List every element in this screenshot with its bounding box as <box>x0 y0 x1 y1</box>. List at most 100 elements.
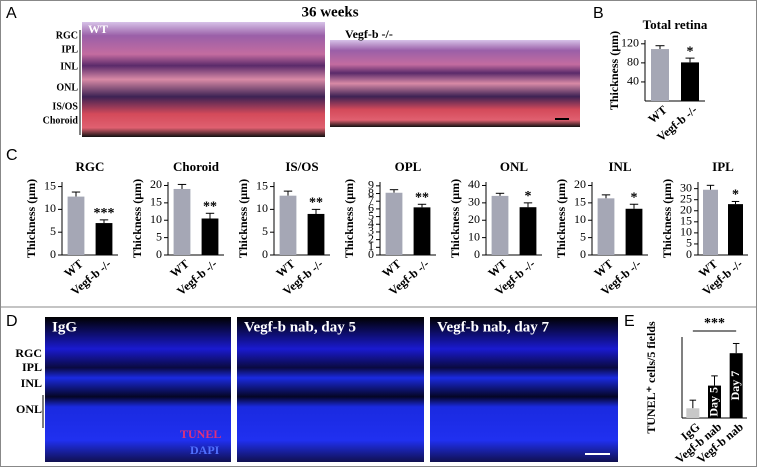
fluorescence-image <box>45 317 231 462</box>
significance: * <box>687 44 694 59</box>
image-label: Vegf-b nab, day 7 <box>437 319 549 335</box>
panel-letter: A <box>6 5 17 22</box>
y-tick-label: 10 <box>574 212 586 226</box>
y-tick-label: 6 <box>368 201 374 215</box>
bar-label: Day 5 <box>706 387 720 417</box>
y-tick-label: 0 <box>686 247 692 261</box>
chart-title: IPL <box>712 159 734 174</box>
layer-label: ONL <box>56 82 78 93</box>
bar <box>173 188 191 255</box>
significance: * <box>631 190 638 205</box>
y-tick-label: 9 <box>368 178 374 192</box>
bar <box>729 353 743 418</box>
y-axis-label: Thickness (µm) <box>554 179 568 258</box>
bar <box>201 218 219 255</box>
y-tick-label: 5 <box>50 224 56 238</box>
y-tick-label: 80 <box>627 55 639 69</box>
chart-title: ONL <box>500 159 529 174</box>
image-label: Vegf-b nab, day 5 <box>244 319 356 335</box>
y-tick-label: 5 <box>262 224 268 238</box>
histology-image <box>82 22 325 137</box>
panel-letter: E <box>624 313 635 330</box>
scale-bar <box>585 453 610 455</box>
bar-label: Day 7 <box>728 371 742 401</box>
bar <box>95 223 113 255</box>
y-tick-label: 15 <box>44 178 56 192</box>
significance: ** <box>415 191 429 206</box>
y-tick-label: 10 <box>44 201 56 215</box>
y-tick-label: 15 <box>680 214 692 228</box>
y-tick-label: 30 <box>680 180 692 194</box>
y-tick-label: 8 <box>368 185 374 199</box>
y-tick-label: 25 <box>680 191 692 205</box>
fluorescence-image <box>237 317 424 462</box>
image-label: Vegf-b -/- <box>345 27 393 41</box>
chart-title: IS/OS <box>285 159 318 174</box>
bar <box>625 208 643 255</box>
panel-letter: C <box>6 147 18 164</box>
bar <box>703 189 718 255</box>
y-tick-label: 0 <box>580 247 586 261</box>
y-tick-label: 1 <box>368 239 374 253</box>
y-tick-label: 20 <box>150 177 162 191</box>
y-tick-label: 5 <box>368 208 374 222</box>
layer-label: ONL <box>16 402 42 416</box>
chart-title: RGC <box>76 159 105 174</box>
bar <box>728 204 743 255</box>
y-tick-label: 0 <box>50 247 56 261</box>
bar <box>413 207 431 255</box>
bar <box>519 207 537 255</box>
y-tick-label: 15 <box>574 195 586 209</box>
y-axis-label: Thickness (µm) <box>24 179 38 258</box>
y-tick-label: 0 <box>474 247 480 261</box>
layer-label: IPL <box>61 44 78 55</box>
y-tick-label: 20 <box>468 212 480 226</box>
bar <box>681 62 699 101</box>
y-tick-label: 0 <box>262 247 268 261</box>
layer-label: IPL <box>22 360 42 374</box>
chart-title: INL <box>608 159 631 174</box>
y-tick-label: 0 <box>156 247 162 261</box>
y-tick-label: 10 <box>256 201 268 215</box>
y-axis-label: Thickness (µm) <box>660 179 674 258</box>
bar <box>686 408 700 418</box>
bar <box>307 213 325 255</box>
image-label: WT <box>88 22 108 36</box>
layer-label: Choroid <box>43 115 79 126</box>
bar <box>651 49 669 101</box>
panel-letter: B <box>593 5 604 22</box>
image-label: IgG <box>52 319 77 335</box>
y-tick-label: 5 <box>156 229 162 243</box>
y-axis-label: TUNEL⁺ cells/5 fields <box>644 321 658 434</box>
fluorescence-image <box>430 317 618 462</box>
y-tick-label: 15 <box>256 178 268 192</box>
y-axis-label: Thickness (µm) <box>607 31 621 110</box>
layer-label: RGC <box>56 30 78 41</box>
bar <box>491 195 509 255</box>
y-axis-label: Thickness (µm) <box>342 179 356 258</box>
layer-label: IS/OS <box>52 101 78 112</box>
histology-image <box>330 40 580 127</box>
y-tick-label: 40 <box>468 177 480 191</box>
y-axis-label: Thickness (µm) <box>236 179 250 258</box>
y-tick-label: 10 <box>468 229 480 243</box>
y-tick-label: 30 <box>468 195 480 209</box>
scale-bar <box>555 118 569 120</box>
significance: ** <box>309 196 323 211</box>
y-tick-label: 10 <box>150 212 162 226</box>
y-tick-label: 20 <box>574 177 586 191</box>
chart-title: Total retina <box>643 17 708 32</box>
panel-title: 36 weeks <box>301 4 358 20</box>
panel-letter: D <box>6 313 18 330</box>
layer-label: INL <box>60 61 78 72</box>
y-tick-label: 15 <box>150 195 162 209</box>
bar <box>385 192 403 255</box>
bar <box>279 195 297 255</box>
significance: * <box>732 188 739 203</box>
bar <box>597 198 615 255</box>
y-tick-label: 40 <box>627 74 639 88</box>
y-tick-label: 2 <box>368 231 374 245</box>
significance: * <box>525 189 532 204</box>
y-tick-label: 0 <box>368 247 374 261</box>
